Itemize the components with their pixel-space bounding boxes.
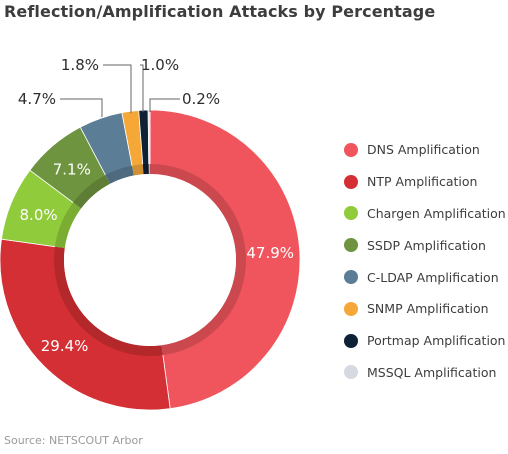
legend-label: Portmap Amplification xyxy=(367,333,506,349)
slice-inner-band-ssdp-amplification xyxy=(73,174,111,209)
legend-label: DNS Amplification xyxy=(367,142,480,158)
legend-item-c-ldap-amplification: C-LDAP Amplification xyxy=(344,261,506,293)
slice-inner-band-dns-amplification xyxy=(150,164,247,356)
slice-mssql-amplification xyxy=(147,109,151,174)
legend-item-chargen-amplification: Chargen Amplification xyxy=(344,198,506,230)
legend-label: SSDP Amplification xyxy=(367,237,486,253)
slice-label-mssql-amplification: 0.2% xyxy=(182,90,220,108)
legend-swatch xyxy=(344,142,358,157)
legend: DNS Amplification NTP Amplification Charge… xyxy=(344,134,506,388)
legend-item-ntp-amplification: NTP Amplification xyxy=(344,166,506,198)
legend-swatch xyxy=(344,174,358,189)
legend-item-snmp-amplification: SNMP Amplification xyxy=(344,293,506,325)
slice-label-ntp-amplification: 29.4% xyxy=(41,337,89,355)
slice-inner-band-snmp-amplification xyxy=(132,164,144,176)
leader-line-mssql-amplification xyxy=(149,98,180,113)
slice-label-c-ldap-amplification: 4.7% xyxy=(18,90,56,108)
slice-label-dns-amplification: 47.9% xyxy=(246,244,294,262)
slice-inner-band-mssql-amplification xyxy=(148,164,150,175)
legend-item-ssdp-amplification: SSDP Amplification xyxy=(344,229,506,261)
legend-swatch xyxy=(344,270,358,285)
donut-hole xyxy=(64,174,236,346)
legend-swatch xyxy=(344,206,358,221)
legend-label: SNMP Amplification xyxy=(367,301,489,317)
legend-swatch xyxy=(344,333,358,348)
legend-label: MSSQL Amplification xyxy=(367,364,497,380)
leader-line-c-ldap-amplification xyxy=(60,98,103,117)
slice-label-chargen-amplification: 8.0% xyxy=(20,206,58,224)
chart-title: Reflection/Amplification Attacks by Perc… xyxy=(4,2,436,21)
legend-swatch xyxy=(344,238,358,253)
leader-line-portmap-amplification xyxy=(140,64,144,113)
slice-inner-band-c-ldap-amplification xyxy=(105,165,134,184)
slice-label-portmap-amplification: 1.0% xyxy=(141,56,179,74)
slice-inner-band-portmap-amplification xyxy=(142,164,149,175)
legend-item-dns-amplification: DNS Amplification xyxy=(344,134,506,166)
leader-line-snmp-amplification xyxy=(103,64,132,114)
slice-inner-band-chargen-amplification xyxy=(54,202,82,249)
source-note: Source: NETSCOUT Arbor xyxy=(4,434,143,447)
legend-label: C-LDAP Amplification xyxy=(367,269,499,285)
slice-label-snmp-amplification: 1.8% xyxy=(61,56,99,74)
legend-swatch xyxy=(344,365,358,380)
legend-item-mssql-amplification: MSSQL Amplification xyxy=(344,357,506,389)
legend-label: NTP Amplification xyxy=(367,174,478,190)
slice-label-ssdp-amplification: 7.1% xyxy=(53,160,91,178)
legend-swatch xyxy=(344,301,358,316)
legend-label: Chargen Amplification xyxy=(367,205,506,221)
legend-item-portmap-amplification: Portmap Amplification xyxy=(344,325,506,357)
